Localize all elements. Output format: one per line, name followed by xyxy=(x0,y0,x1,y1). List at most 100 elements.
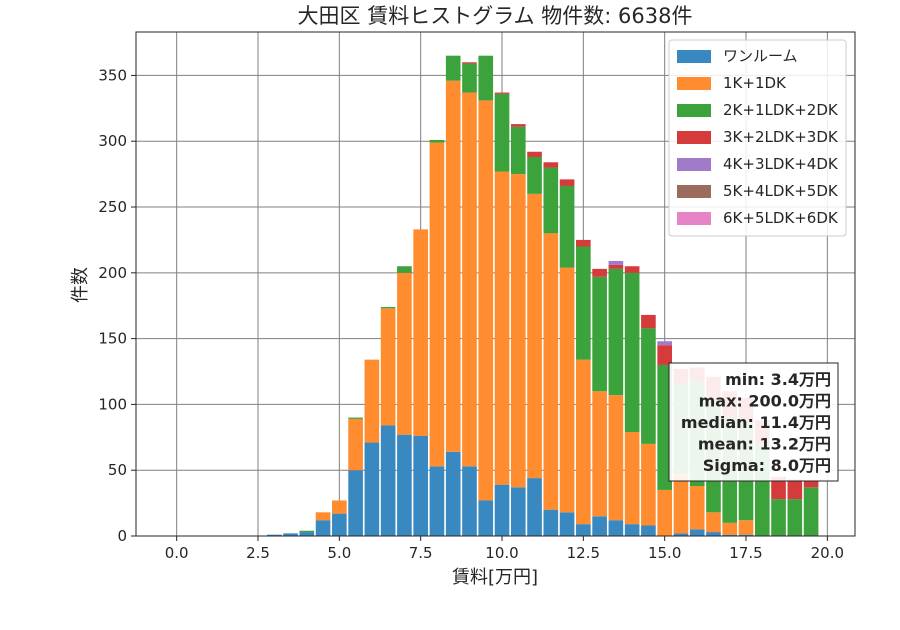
bar-segment-s1-x12.5 xyxy=(576,359,591,525)
bar-segment-s0-x13 xyxy=(592,516,607,536)
bar-segment-s0-x12 xyxy=(559,512,575,536)
bar-segment-s0-x11 xyxy=(527,478,542,536)
bar-segment-s0-x3 xyxy=(266,534,282,536)
legend-label: 1K+1DK xyxy=(723,74,787,92)
stats-line: min: 3.4万円 xyxy=(725,370,831,389)
stats-box: min: 3.4万円 max: 200.0万円 median: 11.4万円 mean… xyxy=(668,362,839,482)
bar-segment-s2-x19.5 xyxy=(803,487,819,536)
bar-segment-s3-x9 xyxy=(462,62,477,64)
bar-segment-s1-x5 xyxy=(332,500,347,514)
stats-line: median: 11.4万円 xyxy=(681,413,831,432)
bar-segment-s3-x15 xyxy=(657,345,672,365)
bar-segment-s3-x10.5 xyxy=(510,124,526,127)
bar-segment-s1-x8.5 xyxy=(445,80,461,452)
x-axis-title: 賃料[万円] xyxy=(452,567,538,588)
y-tick-label: 250 xyxy=(98,198,127,216)
bar-segment-s0-x11.5 xyxy=(543,509,559,536)
bar-segment-s3-x19.5 xyxy=(803,480,819,488)
bar-segment-s0-x7.5 xyxy=(413,435,428,536)
bar-segment-s1-x13 xyxy=(592,391,607,517)
legend-label: 2K+1LDK+2DK xyxy=(723,101,839,119)
y-tick-label: 300 xyxy=(98,132,127,150)
bar-segment-s1-x10 xyxy=(494,171,510,485)
bar-segment-s0-x13.5 xyxy=(608,520,624,536)
bar-segment-s1-x7.5 xyxy=(413,229,428,436)
bar-segment-s1-x16 xyxy=(689,485,705,530)
legend-swatch xyxy=(677,77,711,90)
bar-segment-s1-x13.5 xyxy=(608,395,624,521)
bar-segment-s2-x11 xyxy=(527,157,542,194)
bar-segment-s0-x5 xyxy=(332,513,347,536)
legend-label: 4K+3LDK+4DK xyxy=(723,155,839,173)
bar-segment-s3-x11.5 xyxy=(543,162,559,168)
bar-segment-s1-x4.5 xyxy=(315,512,331,521)
legend-box xyxy=(668,39,847,237)
bar-segment-s2-x9.5 xyxy=(478,55,494,101)
bar-segment-s2-x10.5 xyxy=(510,126,526,175)
x-tick-label: 0.0 xyxy=(165,544,189,562)
bar-segment-s0-x17 xyxy=(722,534,738,536)
bar-segment-s2-x7 xyxy=(397,266,412,273)
bar-segment-s3-x12.5 xyxy=(576,239,591,247)
legend-label: 5K+4LDK+5DK xyxy=(723,182,839,200)
x-tick-label: 7.5 xyxy=(409,544,433,562)
bar-segment-s0-x12.5 xyxy=(576,524,591,536)
bar-segment-s0-x16 xyxy=(689,529,705,536)
bar-segment-s1-x9.5 xyxy=(478,100,494,501)
bar-segment-s3-x18.5 xyxy=(771,476,786,500)
x-tick-label: 15.0 xyxy=(648,544,681,562)
legend-swatch xyxy=(677,50,711,63)
bar-segment-s1-x5.5 xyxy=(348,418,363,471)
bar-segment-s3-x14 xyxy=(624,266,640,273)
bar-segment-s0-x4 xyxy=(299,532,315,536)
bar-segment-s0-x15.5 xyxy=(673,533,689,536)
bar-segment-s3-x12 xyxy=(559,179,575,186)
bar-segment-s2-x8 xyxy=(429,139,445,143)
bar-segment-s4-x13.5 xyxy=(608,260,624,265)
x-tick-label: 5.0 xyxy=(327,544,351,562)
legend-label: 6K+5LDK+6DK xyxy=(723,209,839,227)
bar-segment-s1-x6.5 xyxy=(380,308,396,426)
bar-segment-s3-x14.5 xyxy=(641,314,656,329)
stats-line: max: 200.0万円 xyxy=(699,392,831,411)
plot-frame xyxy=(135,31,856,537)
x-tick-label: 12.5 xyxy=(567,544,600,562)
bar-segment-s2-x14.5 xyxy=(641,328,656,444)
bar-segment-s3-x10 xyxy=(494,92,510,94)
bar-segment-s2-x6.5 xyxy=(380,307,396,309)
bar-segment-s0-x14.5 xyxy=(641,525,656,536)
bar-segment-s0-x8 xyxy=(429,466,445,536)
bar-segment-s0-x6 xyxy=(364,442,380,536)
bar-segment-s2-x15 xyxy=(657,364,672,490)
bar-segment-s3-x13.5 xyxy=(608,264,624,269)
y-tick-label: 350 xyxy=(98,66,127,84)
x-tick-label: 20.0 xyxy=(811,544,844,562)
bar-segment-s1-x7 xyxy=(397,272,412,435)
bar-segment-s2-x4 xyxy=(299,530,315,533)
bar-segment-s0-x7 xyxy=(397,434,412,536)
stats-line: Sigma: 8.0万円 xyxy=(703,456,831,475)
y-tick-label: 50 xyxy=(108,461,127,479)
bar-segment-s1-x17 xyxy=(722,522,738,535)
y-tick-label: 200 xyxy=(98,264,127,282)
bar-segment-s1-x14 xyxy=(624,432,640,525)
stats-box-frame xyxy=(668,362,839,482)
bar-segment-s2-x13 xyxy=(592,276,607,392)
bar-segment-s1-x8 xyxy=(429,142,445,467)
bar-segment-s2-x8.5 xyxy=(445,55,461,81)
legend-label: 3K+2LDK+3DK xyxy=(723,128,839,146)
y-tick-label: 0 xyxy=(117,527,127,545)
bar-segment-s0-x3.5 xyxy=(283,533,298,536)
bar-segment-s0-x8.5 xyxy=(445,451,461,536)
bar-segment-s2-x19 xyxy=(787,499,803,536)
bar-segment-s2-x9 xyxy=(462,63,477,93)
y-axis-title: 件数 xyxy=(70,267,91,303)
legend-swatch xyxy=(677,104,711,117)
bar-segment-s3-x13 xyxy=(592,268,607,277)
bar-segment-s0-x5.5 xyxy=(348,470,363,536)
x-tick-label: 2.5 xyxy=(246,544,270,562)
bar-segment-s0-x10 xyxy=(494,484,510,536)
bar-segment-s1-x12 xyxy=(559,267,575,513)
bar-segment-s0-x9.5 xyxy=(478,500,494,536)
legend-swatch xyxy=(677,212,711,225)
